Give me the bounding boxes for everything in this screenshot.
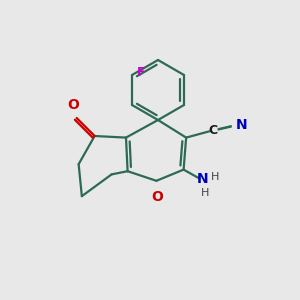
Text: H: H	[211, 172, 219, 182]
Text: H: H	[200, 188, 209, 198]
Text: O: O	[68, 98, 80, 112]
Text: F: F	[137, 67, 146, 80]
Text: C: C	[208, 124, 218, 137]
Text: O: O	[152, 190, 163, 204]
Text: N: N	[197, 172, 208, 186]
Text: N: N	[236, 118, 248, 132]
